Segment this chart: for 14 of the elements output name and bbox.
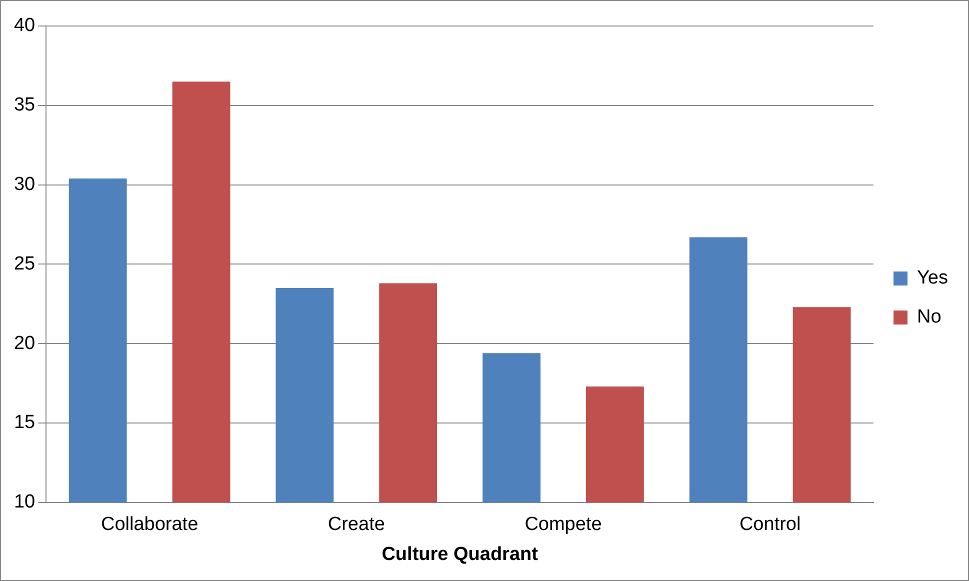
- x-tick-label: Create: [328, 514, 385, 536]
- x-tick-label: Compete: [524, 514, 602, 536]
- y-tick-label: 15: [14, 412, 36, 434]
- y-tick-label: 35: [14, 94, 36, 116]
- legend-label: No: [917, 306, 942, 328]
- y-tick-label: 40: [14, 15, 36, 36]
- x-axis-title: Culture Quadrant: [382, 544, 539, 565]
- x-tick-label: Control: [739, 514, 801, 536]
- legend-label: Yes: [917, 268, 948, 289]
- y-tick-label: 10: [14, 492, 36, 513]
- y-tick-label: 25: [14, 253, 36, 274]
- y-tick-label: 30: [14, 174, 36, 196]
- x-tick-label: Collaborate: [100, 514, 198, 536]
- y-tick-label: 20: [14, 332, 36, 354]
